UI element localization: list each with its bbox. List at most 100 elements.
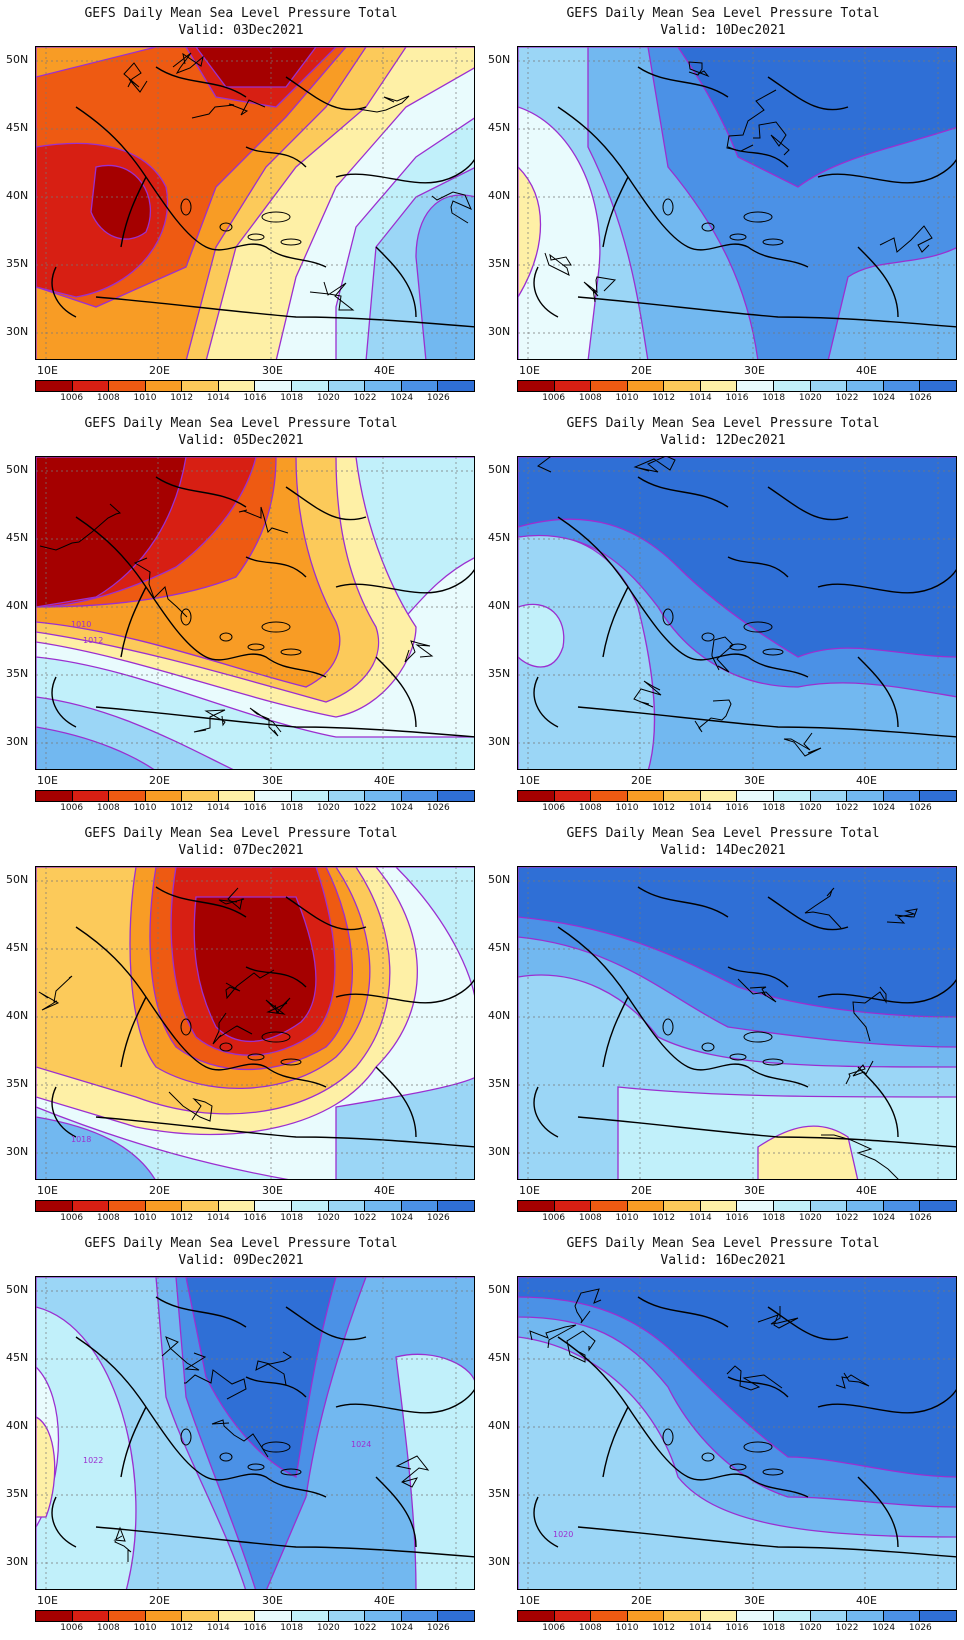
color-scale-swatch xyxy=(72,381,110,391)
color-scale-swatch xyxy=(292,1611,329,1621)
island-outline xyxy=(743,1441,773,1453)
color-scale-swatch xyxy=(664,791,701,801)
color-scale-swatch xyxy=(72,1201,110,1211)
color-scale-swatch xyxy=(847,1611,884,1621)
color-scale-swatch xyxy=(218,381,256,391)
panel-valid-date: Valid: 14Dec2021 xyxy=(660,843,786,858)
longitude-label: 40E xyxy=(856,1594,877,1607)
color-scale-labels: 1006 1008 1010 1012 1014 1016 1018 1020 1022 1024… xyxy=(35,803,475,815)
latitude-label: 30N xyxy=(6,1145,29,1158)
pressure-map xyxy=(517,46,957,360)
island-outline xyxy=(729,643,747,651)
color-scale-label: 1024 xyxy=(872,1623,896,1633)
color-scale-swatch xyxy=(920,1201,956,1211)
latitude-label: 45N xyxy=(6,1351,29,1364)
color-scale-label: 1026 xyxy=(908,1623,932,1633)
color-scale-swatch xyxy=(554,1611,592,1621)
color-scale-swatch xyxy=(255,1201,293,1211)
island-outline xyxy=(247,1053,265,1061)
pressure-map-svg: 1010 1012 xyxy=(36,457,474,769)
color-scale-label: 1020 xyxy=(798,1213,822,1223)
longitude-label: 40E xyxy=(374,1594,395,1607)
color-scale-swatch xyxy=(72,1611,110,1621)
pressure-map xyxy=(35,46,475,360)
contour-label: 1024 xyxy=(351,1440,371,1449)
color-scale-swatch xyxy=(109,1611,146,1621)
color-scale-label: 1026 xyxy=(908,1213,932,1223)
latitude-label: 35N xyxy=(488,257,511,270)
island-outline xyxy=(247,233,265,241)
color-scale-bar xyxy=(517,1200,957,1212)
contour-label: 1012 xyxy=(83,636,103,645)
longitude-label: 40E xyxy=(374,364,395,377)
color-scale-swatch xyxy=(145,1611,183,1621)
color-scale-swatch xyxy=(401,1201,439,1211)
color-scale-swatch xyxy=(847,1201,884,1211)
color-scale-label: 1008 xyxy=(96,393,120,403)
island-outline xyxy=(743,621,773,633)
color-scale-bar xyxy=(35,380,475,392)
color-scale-labels: 1006 1008 1010 1012 1014 1016 1018 1020 1022 1024… xyxy=(517,803,957,815)
color-scale-swatch xyxy=(627,1201,665,1211)
color-scale-bar xyxy=(35,1610,475,1622)
color-scale-swatch xyxy=(810,381,848,391)
country-borders xyxy=(123,52,472,311)
color-scale-swatch xyxy=(401,1611,439,1621)
color-scale-label: 1026 xyxy=(908,803,932,813)
color-scale-bar xyxy=(35,790,475,802)
color-scale-swatch xyxy=(591,381,628,391)
color-scale-swatch xyxy=(518,1611,555,1621)
latitude-label: 50N xyxy=(488,463,511,476)
color-scale-label: 1014 xyxy=(206,803,230,813)
color-scale-swatch xyxy=(664,1201,701,1211)
color-scale-label: 1014 xyxy=(206,1213,230,1223)
island-outline xyxy=(701,222,715,232)
color-scale-label: 1012 xyxy=(170,803,194,813)
coastline xyxy=(51,886,474,1148)
longitude-label: 20E xyxy=(149,1594,170,1607)
color-scale-label: 1020 xyxy=(316,1213,340,1223)
color-scale-label: 1014 xyxy=(206,393,230,403)
color-scale-swatch xyxy=(920,1611,956,1621)
map-panel: GEFS Daily Mean Sea Level Pressure Total… xyxy=(482,0,964,410)
latitude-label: 45N xyxy=(488,531,511,544)
island-outline xyxy=(662,608,674,626)
color-scale-swatch xyxy=(36,381,73,391)
color-scale-swatch xyxy=(518,381,555,391)
island-outline xyxy=(247,643,265,651)
contour-label: 1020 xyxy=(553,1530,573,1539)
color-scale-label: 1018 xyxy=(762,1213,786,1223)
color-scale-swatch xyxy=(700,381,738,391)
longitude-label: 10E xyxy=(519,364,540,377)
panel-valid-date: Valid: 03Dec2021 xyxy=(178,23,304,38)
panel-title: GEFS Daily Mean Sea Level Pressure Total xyxy=(566,1236,880,1251)
latitude-label: 50N xyxy=(488,873,511,886)
color-scale-swatch xyxy=(438,1611,474,1621)
latitude-label: 50N xyxy=(6,463,29,476)
color-scale-label: 1018 xyxy=(280,803,304,813)
color-scale-label: 1024 xyxy=(390,393,414,403)
color-scale-swatch xyxy=(438,381,474,391)
latitude-label: 40N xyxy=(488,1009,511,1022)
color-scale-swatch xyxy=(700,1611,738,1621)
color-scale-swatch xyxy=(664,1611,701,1621)
color-scale-labels: 1006 1008 1010 1012 1014 1016 1018 1020 1022 1024… xyxy=(35,1623,475,1635)
panel-title: GEFS Daily Mean Sea Level Pressure Total xyxy=(566,6,880,21)
color-scale-label: 1018 xyxy=(280,1623,304,1633)
longitude-label: 40E xyxy=(856,364,877,377)
island-outline xyxy=(280,1058,302,1066)
color-scale-swatch xyxy=(218,791,256,801)
color-scale-label: 1024 xyxy=(872,393,896,403)
island-outline xyxy=(662,1018,674,1036)
color-scale-swatch xyxy=(700,791,738,801)
latitude-label: 40N xyxy=(488,599,511,612)
color-scale-label: 1006 xyxy=(542,803,566,813)
latitude-label: 35N xyxy=(488,667,511,680)
color-scale-label: 1012 xyxy=(652,803,676,813)
island-outline xyxy=(219,1042,233,1052)
color-scale-swatch xyxy=(627,381,665,391)
country-borders xyxy=(529,1288,870,1391)
color-scale-swatch xyxy=(218,1611,256,1621)
latitude-label: 40N xyxy=(6,1419,29,1432)
color-scale-swatch xyxy=(182,1611,219,1621)
